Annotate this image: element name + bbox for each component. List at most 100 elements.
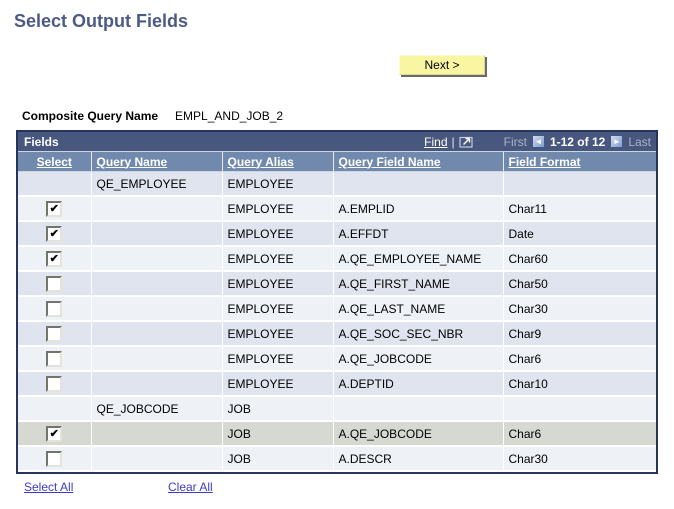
cell-query-name [91,296,223,322]
cell-query-field-name: A.EMPLID [333,196,504,222]
table-row: ✔ EMPLOYEE A.QE_EMPLOYEE_NAME Char60 [18,246,656,272]
cell-select: ✔ [18,421,92,447]
cell-field-format: Char6 [503,346,656,372]
row-checkbox[interactable]: ✔ [46,425,63,442]
row-checkbox[interactable] [46,375,63,392]
cell-query-alias: EMPLOYEE [222,321,334,347]
cell-query-alias: EMPLOYEE [222,371,334,397]
next-button[interactable]: Next > [399,55,485,75]
cell-select [18,371,92,397]
cell-field-format: Char60 [503,246,656,272]
row-checkbox[interactable] [46,300,63,317]
cell-query-field-name: A.QE_SOC_SEC_NBR [333,321,504,347]
cell-field-format: Char10 [503,371,656,397]
table-row: EMPLOYEE A.QE_SOC_SEC_NBR Char9 [18,321,656,347]
column-header-query-alias[interactable]: Query Alias [227,154,294,169]
table-row: EMPLOYEE A.DEPTID Char10 [18,371,656,397]
cell-field-format: Char30 [503,296,656,322]
table-body: QE_EMPLOYEE EMPLOYEE ✔ EMPLOYEE A.EMPLID… [18,171,656,472]
column-header-select[interactable]: Select [36,154,72,169]
cell-field-format [503,396,656,422]
row-checkbox[interactable] [46,275,63,292]
row-checkbox[interactable] [46,450,63,467]
cell-query-field-name: A.QE_JOBCODE [333,346,504,372]
pagination-last-label: Last [628,134,651,149]
composite-query-name-label: Composite Query Name [22,109,159,123]
column-header-query-field-name[interactable]: Query Field Name [338,154,441,169]
table-row: JOB A.DESCR Char30 [18,446,656,472]
cell-query-name [91,421,223,447]
table-row: EMPLOYEE A.QE_FIRST_NAME Char50 [18,271,656,297]
cell-select [18,396,92,422]
cell-query-field-name [333,171,504,197]
cell-query-name [91,246,223,272]
row-checkbox[interactable] [46,350,63,367]
cell-select: ✔ [18,246,92,272]
cell-select [18,446,92,472]
cell-query-field-name: A.QE_FIRST_NAME [333,271,504,297]
cell-query-alias: EMPLOYEE [222,346,334,372]
cell-query-alias: EMPLOYEE [222,246,334,272]
row-checkbox[interactable] [46,325,63,342]
cell-query-name [91,321,223,347]
pagination-range: 1-12 of 12 [549,134,606,149]
table-row: ✔ JOB A.QE_JOBCODE Char6 [18,421,656,447]
find-link[interactable]: Find [424,134,448,149]
table-row: ✔ EMPLOYEE A.EMPLID Char11 [18,196,656,222]
cell-select: ✔ [18,196,92,222]
table-row: QE_JOBCODE JOB [18,396,656,422]
cell-query-alias: EMPLOYEE [222,221,334,247]
cell-query-name [91,196,223,222]
column-header-field-format[interactable]: Field Format [508,154,581,169]
table-row: ✔ EMPLOYEE A.EFFDT Date [18,221,656,247]
row-checkbox[interactable]: ✔ [46,250,63,267]
cell-query-alias: EMPLOYEE [222,271,334,297]
cell-query-alias: JOB [222,421,334,447]
cell-query-alias: JOB [222,446,334,472]
cell-field-format: Char9 [503,321,656,347]
cell-query-name: QE_EMPLOYEE [91,171,223,197]
grid-titlebar: Fields Find | First ◄ 1-12 of 12 ► Last [18,132,656,152]
row-checkbox[interactable]: ✔ [46,200,63,217]
cell-query-name [91,271,223,297]
cell-query-name [91,371,223,397]
previous-page-icon[interactable]: ◄ [531,135,545,148]
cell-query-alias: JOB [222,396,334,422]
zoom-window-icon[interactable] [459,135,474,148]
cell-select [18,346,92,372]
table-row: EMPLOYEE A.QE_LAST_NAME Char30 [18,296,656,322]
cell-select [18,171,92,197]
grid-title: Fields [24,134,59,149]
cell-query-alias: EMPLOYEE [222,171,334,197]
clear-all-link[interactable]: Clear All [168,480,213,494]
fields-table: Select Query Name Query Alias Query Fiel… [18,152,656,472]
cell-query-name [91,446,223,472]
cell-field-format [503,171,656,197]
cell-select [18,271,92,297]
cell-query-field-name [333,396,504,422]
page-title: Select Output Fields [14,11,189,31]
cell-field-format: Char50 [503,271,656,297]
cell-query-field-name: A.DESCR [333,446,504,472]
cell-query-field-name: A.EFFDT [333,221,504,247]
pagination: First ◄ 1-12 of 12 ► Last [504,135,651,149]
grid-titlebar-tools: Find | First ◄ 1-12 of 12 ► Last [424,135,651,149]
composite-query-name-row: Composite Query Name EMPL_AND_JOB_2 [22,109,283,123]
cell-query-name [91,221,223,247]
cell-select [18,321,92,347]
composite-query-name-value: EMPL_AND_JOB_2 [175,109,284,123]
pagination-first-label: First [503,134,527,149]
cell-query-field-name: A.QE_JOBCODE [333,421,504,447]
table-row: EMPLOYEE A.QE_JOBCODE Char6 [18,346,656,372]
next-page-icon[interactable]: ► [610,135,624,148]
cell-field-format: Date [503,221,656,247]
cell-query-field-name: A.DEPTID [333,371,504,397]
cell-query-field-name: A.QE_LAST_NAME [333,296,504,322]
cell-query-name [91,346,223,372]
select-all-link[interactable]: Select All [24,480,74,494]
fields-grid: Fields Find | First ◄ 1-12 of 12 ► Last [16,130,658,474]
cell-field-format: Char30 [503,446,656,472]
column-header-query-name[interactable]: Query Name [96,154,168,169]
row-checkbox[interactable]: ✔ [46,225,63,242]
cell-query-alias: EMPLOYEE [222,296,334,322]
